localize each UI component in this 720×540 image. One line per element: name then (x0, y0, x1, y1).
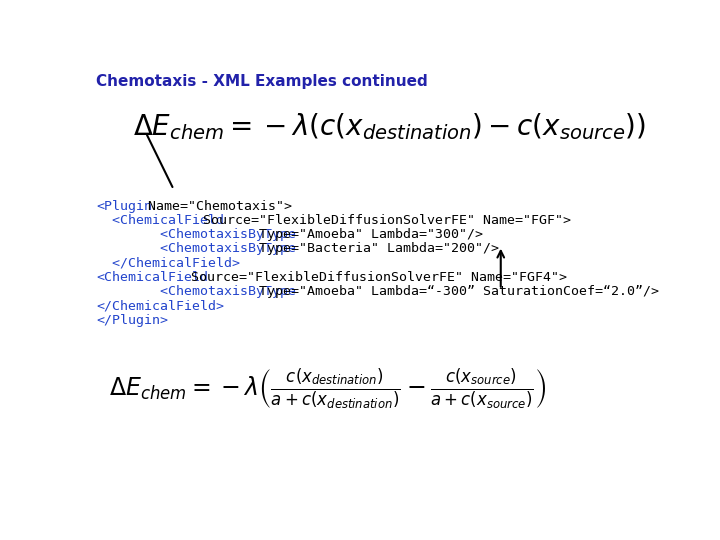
Text: </ChemicalField>: </ChemicalField> (96, 299, 224, 312)
Text: Type="Amoeba" Lambda=“-300” SaturationCoef=“2.0”/>: Type="Amoeba" Lambda=“-300” SaturationCo… (251, 285, 660, 298)
Text: </Plugin>: </Plugin> (96, 314, 168, 327)
Text: Name="Chemotaxis">: Name="Chemotaxis"> (140, 200, 292, 213)
Text: <ChemotaxisByType: <ChemotaxisByType (96, 228, 296, 241)
Text: $\Delta E_{chem} = -\lambda(c(x_{destination}) - c(x_{source}))$: $\Delta E_{chem} = -\lambda(c(x_{destina… (132, 111, 646, 142)
Text: Chemotaxis - XML Examples continued: Chemotaxis - XML Examples continued (96, 74, 428, 89)
Text: Source="FlexibleDiffusionSolverFE" Name="FGF">: Source="FlexibleDiffusionSolverFE" Name=… (195, 214, 572, 227)
Text: </ChemicalField>: </ChemicalField> (96, 256, 240, 269)
Text: <ChemotaxisByType: <ChemotaxisByType (96, 285, 296, 298)
Text: <ChemotaxisByType: <ChemotaxisByType (96, 242, 296, 255)
Text: Source="FlexibleDiffusionSolverFE" Name="FGF4">: Source="FlexibleDiffusionSolverFE" Name=… (183, 271, 567, 284)
Text: Type="Bacteria" Lambda="200"/>: Type="Bacteria" Lambda="200"/> (251, 242, 499, 255)
Text: <Plugin: <Plugin (96, 200, 152, 213)
Text: Type="Amoeba" Lambda="300"/>: Type="Amoeba" Lambda="300"/> (251, 228, 483, 241)
Text: <ChemicalField: <ChemicalField (96, 271, 208, 284)
Text: <ChemicalField: <ChemicalField (96, 214, 224, 227)
Text: $\Delta E_{chem} = -\lambda\left( \frac{c(x_{destination})}{a + c(x_{destination: $\Delta E_{chem} = -\lambda\left( \frac{… (109, 367, 547, 412)
